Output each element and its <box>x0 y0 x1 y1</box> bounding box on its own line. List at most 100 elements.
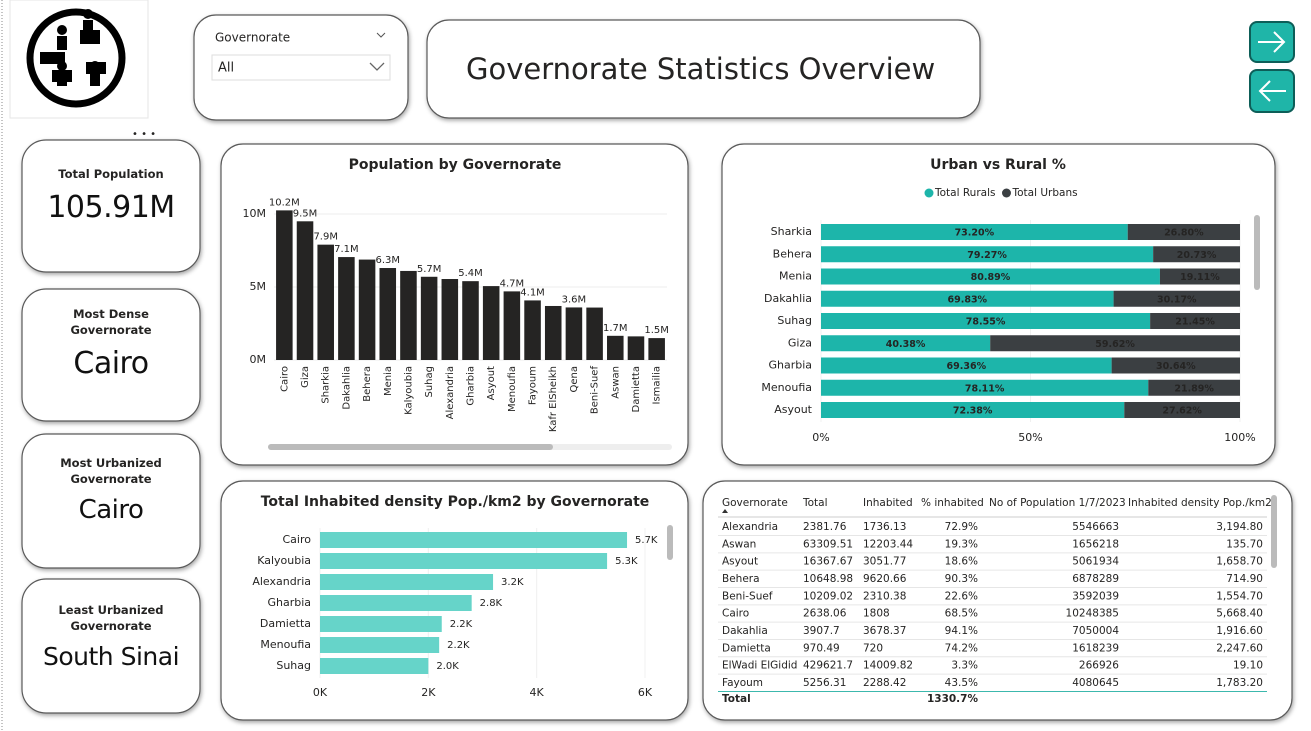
value-label: 2.0K <box>436 661 459 672</box>
y-tick-label: Damietta <box>260 617 311 630</box>
table-cell: Asyout <box>722 556 758 568</box>
table-cell: ElWadi ElGidid <box>722 660 797 672</box>
scrollbar[interactable] <box>1254 215 1260 290</box>
value-label: 10.2M <box>269 197 300 208</box>
card: Most Dense Governorate Cairo <box>22 306 200 381</box>
legend-swatch <box>1001 188 1011 198</box>
bar-segment <box>821 268 1160 285</box>
x-tick-label: Alexandria <box>445 366 456 419</box>
value-label: 7.9M <box>313 232 338 243</box>
y-tick-label: Menoufia <box>260 638 311 651</box>
value-label: 72.38% <box>953 406 993 417</box>
table-cell: 5546663 <box>1072 521 1119 533</box>
x-tick-label: Cairo <box>279 366 290 392</box>
value-label: 21.89% <box>1174 383 1214 394</box>
table-cell: 2381.76 <box>803 521 847 533</box>
x-tick-label: Fayoum <box>528 366 539 405</box>
bar <box>320 595 472 611</box>
table-cell: 19.3% <box>945 538 978 550</box>
table-cell: 429621.7 <box>803 660 853 672</box>
bar-segment <box>821 224 1128 240</box>
back-button[interactable] <box>1249 69 1295 113</box>
y-tick-label: Gharbia <box>768 359 812 372</box>
y-tick-label: 5M <box>250 280 267 293</box>
bar <box>320 574 494 590</box>
scrollbar[interactable] <box>268 444 553 450</box>
next-button[interactable] <box>1249 21 1295 63</box>
x-tick-label: Damietta <box>631 366 642 412</box>
value-label: 4.1M <box>520 287 545 298</box>
y-tick-label: Menoufia <box>761 381 812 394</box>
bar <box>358 259 376 360</box>
value-label: 3.6M <box>562 294 587 305</box>
slicer-value[interactable]: All <box>218 61 234 76</box>
table-cell: 18.6% <box>945 556 978 568</box>
bar <box>544 305 562 360</box>
table-cell: 10209.02 <box>803 590 853 602</box>
slicer-dropdown[interactable] <box>211 54 391 81</box>
bar <box>420 276 438 360</box>
y-tick-label: Asyout <box>774 403 812 416</box>
table-cell: 3907.7 <box>803 625 840 637</box>
chart-title: Population by Governorate <box>349 157 562 173</box>
dropdown-chevron[interactable] <box>369 62 385 71</box>
value-label: 21.45% <box>1175 317 1215 328</box>
table-cell: 3,194.80 <box>1216 521 1263 533</box>
value-label: 30.17% <box>1157 294 1197 305</box>
value-label: 3.2K <box>501 577 524 588</box>
table-cell: 12203.44 <box>863 538 913 550</box>
y-tick-label: Alexandria <box>252 575 311 588</box>
table-cell: 6878289 <box>1072 573 1119 585</box>
bar <box>317 244 334 360</box>
table-cell: 266926 <box>1079 660 1119 672</box>
value-label: 19.11% <box>1180 272 1220 283</box>
value-label: 78.11% <box>965 383 1005 394</box>
value-label: 73.20% <box>955 228 995 239</box>
x-tick-label: 0% <box>812 431 829 444</box>
bar-segment <box>821 313 1151 329</box>
legend-swatch <box>924 188 934 198</box>
table-cell: 970.49 <box>803 642 840 654</box>
card-label: Least Urbanized Governorate <box>58 603 164 633</box>
chart-title: Urban vs Rural % <box>930 157 1066 173</box>
value-label: 7.1M <box>334 244 359 255</box>
table-cell: 1,554.70 <box>1216 590 1263 602</box>
bar-segment <box>1159 268 1240 285</box>
value-label: 2.8K <box>480 598 503 609</box>
scrollbar[interactable] <box>667 525 673 560</box>
y-tick-label: Menia <box>779 270 812 283</box>
table-cell: 2288.42 <box>863 677 906 689</box>
value-label: 59.62% <box>1095 339 1135 350</box>
value-label: 79.27% <box>967 250 1007 261</box>
table-cell: Damietta <box>722 642 771 654</box>
bar <box>462 281 479 360</box>
x-tick-label: 50% <box>1018 431 1042 444</box>
x-tick-label: Giza <box>300 366 311 388</box>
table-cell: 16367.67 <box>803 556 853 568</box>
column-header: Inhabited density Pop./km2 <box>1128 497 1272 509</box>
card-value: 105.91M <box>47 190 175 225</box>
total-label: Total <box>722 693 751 705</box>
value-label: 5.7K <box>635 535 658 546</box>
bar-segment <box>990 335 1240 352</box>
bar <box>320 658 429 674</box>
y-tick-label: Cairo <box>283 533 312 546</box>
table-cell: 94.1% <box>945 625 978 637</box>
legend-label: Total Urbans <box>1011 187 1077 199</box>
bar-segment <box>1150 313 1240 329</box>
sort-indicator <box>722 509 728 513</box>
bar <box>524 300 541 360</box>
value-label: 30.64% <box>1156 361 1196 372</box>
x-tick-label: Suhag <box>424 366 435 398</box>
slicer-chevron <box>376 32 386 38</box>
value-label: 1.5M <box>644 325 669 336</box>
bar <box>607 335 624 360</box>
table-cell: 1,658.70 <box>1216 556 1263 568</box>
scrollbar[interactable] <box>1271 495 1277 568</box>
value-label: 69.83% <box>948 294 988 305</box>
value-label: 5.7M <box>417 264 442 275</box>
total-value: 1330.7% <box>927 693 979 705</box>
bar-segment <box>1113 290 1240 307</box>
